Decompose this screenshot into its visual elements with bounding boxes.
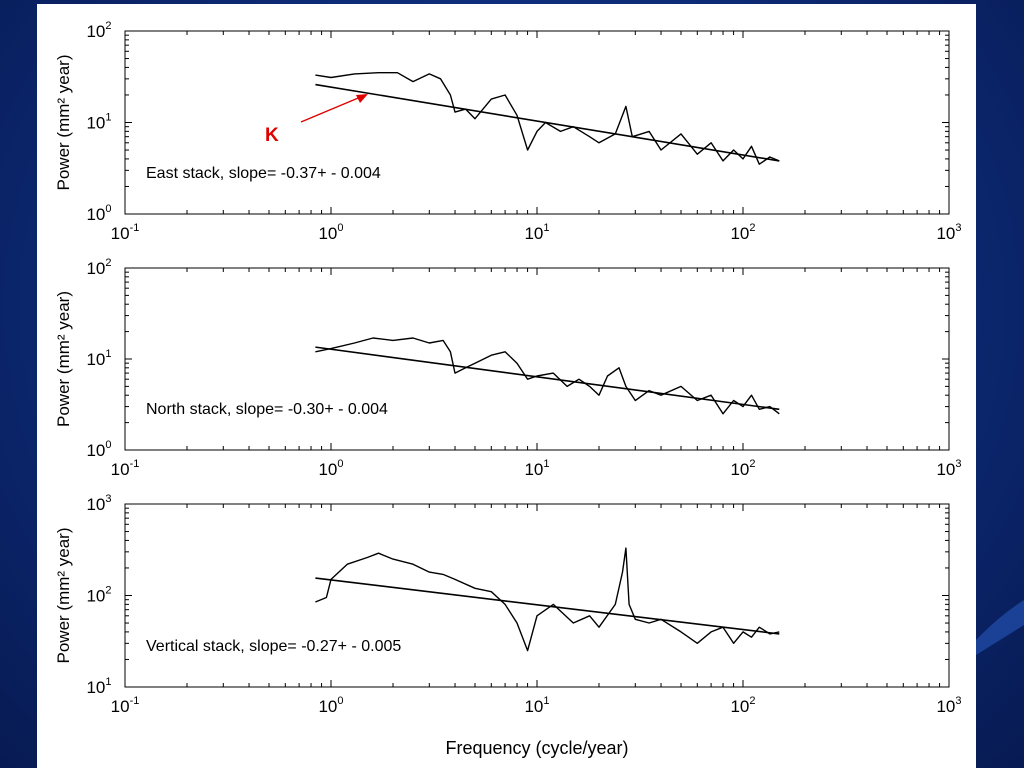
plot-frame — [124, 267, 950, 451]
slope-fit-line — [315, 83, 780, 162]
x-tick-label: 100 — [318, 222, 343, 243]
x-tick-label: 10-1 — [111, 458, 140, 479]
marker-label: K — [265, 125, 279, 146]
y-axis-label: Power (mm² year) — [54, 291, 73, 427]
y-axis-label: Power (mm² year) — [54, 527, 73, 663]
slope-annotation: North stack, slope= -0.30+ - 0.004 — [146, 401, 388, 418]
x-tick-label: 102 — [730, 222, 755, 243]
x-tick-label: 102 — [730, 695, 755, 716]
spectrum-series-line — [315, 337, 780, 415]
y-tick-label: 100 — [86, 439, 111, 460]
marker-arrow-line — [300, 95, 364, 123]
x-tick-label: 100 — [318, 458, 343, 479]
x-axis-label: Frequency (cycle/year) — [445, 738, 628, 758]
figure-panel: 10-1 100 101 102 103 100 101 102 Power (mm² year… — [37, 4, 976, 768]
x-tick-label: 101 — [524, 695, 549, 716]
x-tick-label: 101 — [524, 222, 549, 243]
y-axis-label: Power (mm² year) — [54, 54, 73, 190]
slope-annotation: East stack, slope= -0.37+ - 0.004 — [146, 165, 381, 182]
y-tick-label: 101 — [86, 348, 111, 369]
marker-arrow-head — [356, 94, 368, 103]
y-tick-label: 103 — [86, 493, 111, 514]
axis-ticks — [124, 268, 949, 451]
y-tick-label: 101 — [86, 112, 111, 133]
spectrum-series-line — [315, 71, 780, 165]
slope-fit-line — [315, 577, 780, 635]
x-tick-label: 10-1 — [111, 695, 140, 716]
plot-frame — [124, 30, 950, 215]
y-tick-label: 100 — [86, 203, 111, 224]
y-tick-label: 102 — [86, 257, 111, 278]
spectrum-series-line — [315, 547, 780, 652]
axis-ticks — [124, 504, 949, 688]
background-swoosh — [976, 600, 1024, 655]
y-tick-label: 102 — [86, 20, 111, 41]
slope-fit-line — [315, 346, 780, 411]
x-tick-label: 103 — [936, 222, 961, 243]
x-tick-label: 100 — [318, 695, 343, 716]
y-tick-label: 102 — [86, 585, 111, 606]
x-tick-label: 103 — [936, 695, 961, 716]
slope-annotation: Vertical stack, slope= -0.27+ - 0.005 — [146, 638, 401, 655]
x-tick-label: 101 — [524, 458, 549, 479]
x-tick-label: 103 — [936, 458, 961, 479]
axis-ticks — [124, 31, 949, 215]
chart-panel-3: 10-1 100 101 102 103 101 102 103 Power (mm² year… — [54, 493, 962, 758]
plot-frame — [124, 503, 950, 688]
x-tick-label: 102 — [730, 458, 755, 479]
x-tick-label: 10-1 — [111, 222, 140, 243]
y-tick-label: 101 — [86, 676, 111, 697]
